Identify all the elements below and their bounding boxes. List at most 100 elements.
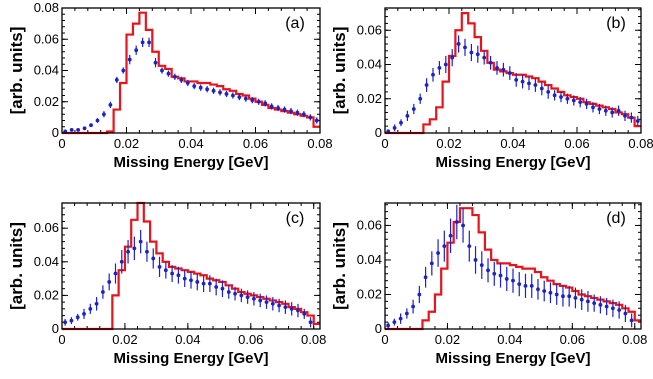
data-marker — [63, 320, 68, 325]
data-marker — [635, 119, 640, 123]
data-marker — [163, 268, 168, 273]
data-marker — [207, 281, 212, 286]
data-marker — [192, 84, 197, 89]
data-marker — [94, 301, 99, 306]
data-point — [276, 104, 280, 112]
plot-frame — [384, 202, 642, 330]
data-marker — [417, 292, 422, 297]
data-marker — [598, 302, 603, 307]
data-marker — [603, 108, 608, 113]
data-marker — [392, 320, 397, 324]
data-point — [126, 239, 130, 264]
y-tick-label: 0.02 — [34, 94, 59, 109]
y-tick-label: 0.04 — [34, 254, 59, 269]
data-marker — [511, 278, 515, 283]
data-point — [486, 258, 490, 283]
data-point — [76, 127, 81, 132]
data-point — [243, 95, 248, 102]
data-point — [69, 127, 74, 132]
data-point — [411, 103, 416, 115]
data-marker — [231, 93, 235, 98]
y-tick-label: 0.02 — [357, 286, 382, 301]
data-point — [224, 90, 229, 98]
data-marker — [454, 220, 459, 224]
data-marker — [529, 283, 534, 288]
data-point — [573, 287, 578, 309]
data-marker — [559, 95, 563, 99]
data-marker — [69, 127, 74, 132]
data-marker — [295, 110, 300, 115]
data-point — [511, 268, 515, 293]
data-point — [151, 248, 156, 269]
chart-panel-2: 0 0.02 0.04 0.06 0.08 0 0.02 0.04 0.06 (b) Missing… — [330, 7, 653, 171]
data-marker — [398, 316, 403, 321]
data-point — [567, 285, 572, 307]
data-point — [579, 289, 584, 311]
data-point — [269, 103, 274, 110]
data-point — [119, 250, 124, 274]
data-point — [517, 272, 522, 297]
panel-label: (d) — [606, 210, 626, 227]
x-tick-label: 0 — [381, 136, 388, 151]
data-marker — [302, 311, 307, 316]
data-point — [611, 299, 615, 317]
x-axis-title: Missing Energy [GeV] — [113, 350, 268, 367]
data-point — [308, 114, 313, 121]
data-marker — [552, 93, 557, 98]
x-tick-label: 0.02 — [114, 136, 139, 151]
data-marker — [147, 40, 151, 45]
data-point — [495, 61, 499, 75]
data-point — [392, 318, 397, 326]
data-marker — [160, 68, 164, 73]
data-marker — [179, 77, 184, 82]
data-marker — [571, 98, 576, 103]
data-marker — [443, 62, 448, 67]
data-marker — [289, 109, 293, 114]
data-marker — [386, 129, 391, 134]
x-tick-label: 0.08 — [301, 332, 326, 347]
data-point — [258, 293, 263, 308]
data-marker — [132, 246, 137, 251]
data-point — [501, 62, 506, 77]
data-marker — [617, 308, 622, 312]
data-marker — [145, 249, 149, 254]
data-point — [536, 278, 540, 300]
y-axis-title: [arb. units] — [330, 27, 349, 115]
data-point — [529, 273, 534, 298]
data-point — [218, 89, 222, 96]
data-point — [586, 291, 590, 312]
data-point — [160, 67, 164, 74]
data-marker — [461, 223, 465, 228]
data-point — [163, 261, 168, 279]
x-tick-label: 0.08 — [628, 136, 653, 151]
data-marker — [114, 77, 119, 82]
data-marker — [592, 301, 597, 306]
data-point — [399, 119, 403, 127]
simulation-histogram — [62, 201, 320, 331]
data-point — [386, 322, 391, 329]
data-marker — [170, 271, 175, 276]
data-marker — [450, 55, 455, 60]
data-marker — [108, 102, 113, 107]
data-point — [523, 273, 528, 298]
chart-panel-1: 0 0.02 0.04 0.06 0.08 0 0.02 0.04 0.06 0.08 (a) Mis… — [7, 0, 333, 171]
data-marker — [591, 105, 595, 110]
data-point — [475, 45, 480, 63]
data-point — [282, 106, 287, 113]
data-marker — [399, 120, 403, 125]
data-point — [539, 81, 544, 96]
data-point — [134, 45, 139, 55]
x-tick-label: 0.04 — [178, 136, 203, 151]
data-marker — [166, 71, 171, 76]
data-point — [239, 288, 244, 303]
data-marker — [527, 81, 531, 86]
x-tick-label: 0.06 — [238, 332, 263, 347]
data-marker — [567, 294, 572, 299]
data-marker — [437, 66, 442, 70]
data-point — [450, 49, 455, 67]
y-tick-label: 0.06 — [34, 31, 59, 46]
y-tick-label: 0.04 — [34, 63, 59, 78]
data-point — [102, 111, 106, 118]
data-marker — [404, 311, 409, 316]
